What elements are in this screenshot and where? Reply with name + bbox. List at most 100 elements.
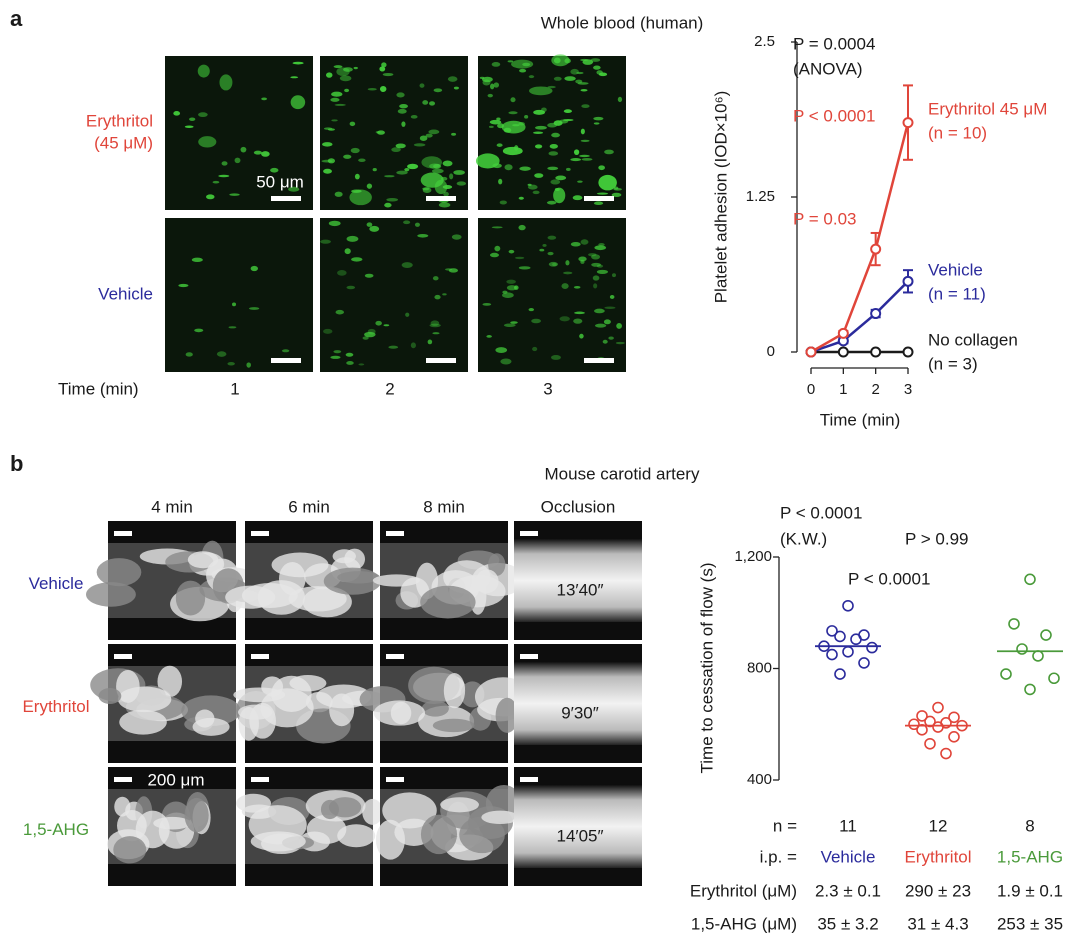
platelet-signal (344, 248, 351, 255)
platelet-signal (554, 188, 560, 191)
platelet-signal (592, 275, 600, 281)
legend-label: Erythritol 45 μM (928, 99, 1047, 118)
data-point (870, 243, 882, 255)
platelet-signal (534, 144, 543, 149)
platelet-signal (417, 234, 429, 238)
platelet-signal (489, 252, 499, 258)
platelet-signal (375, 131, 381, 134)
data-point (837, 346, 849, 358)
platelet-signal (334, 103, 346, 106)
platelet-signal (453, 86, 459, 90)
scale-bar (386, 654, 404, 659)
platelet-signal (532, 346, 538, 352)
data-point (924, 715, 936, 728)
platelet-signal (519, 68, 527, 73)
row-label: Vehicle (29, 574, 84, 593)
platelet-signal (616, 322, 622, 329)
platelet-signal (604, 306, 616, 310)
platelet-signal (611, 273, 616, 278)
platelet-signal (229, 193, 240, 196)
platelet-signal (349, 121, 356, 127)
data-point (948, 730, 960, 743)
scale-bar (114, 777, 132, 782)
panel-label: a (10, 6, 23, 31)
platelet-signal (528, 308, 534, 312)
platelet-signal (432, 276, 439, 281)
platelet-signal (580, 139, 590, 142)
platelet-signal (580, 88, 588, 92)
row-label: Erythritol (86, 111, 153, 130)
platelet-signal (596, 192, 609, 195)
platelet-signal (377, 130, 385, 135)
platelet-signal (491, 226, 503, 229)
thrombus (306, 814, 347, 844)
thrombus (175, 580, 206, 616)
series-line (810, 122, 910, 354)
table-cell: 31 ± 4.3 (907, 914, 968, 933)
platelet-signal (533, 131, 544, 134)
platelet-signal (574, 311, 585, 315)
platelet-signal (433, 163, 442, 169)
platelet-signal (451, 132, 457, 136)
annotation: P < 0.0001 (780, 503, 862, 522)
platelet-signal (198, 136, 217, 148)
platelet-signal (527, 184, 538, 190)
data-point (932, 701, 944, 714)
platelet-signal (573, 149, 580, 156)
platelet-signal (580, 128, 585, 135)
data-point (908, 718, 920, 731)
platelet-signal (379, 66, 386, 72)
platelet-signal (449, 173, 454, 180)
platelet-signal (369, 225, 380, 232)
platelet-signal (219, 74, 233, 91)
platelet-signal (577, 180, 583, 183)
platelet-signal (506, 279, 516, 284)
thrombus (236, 793, 272, 813)
platelet-signal (539, 248, 545, 252)
thrombus (114, 796, 131, 817)
table-cell: 8 (1025, 816, 1034, 835)
platelet-signal (547, 122, 558, 128)
time-label: Time (min) (58, 379, 139, 398)
platelet-signal (482, 303, 492, 306)
platelet-signal (330, 97, 340, 102)
platelet-signal (528, 75, 535, 79)
platelet-signal (343, 154, 352, 159)
y-axis-label: Platelet adhesion (IOD×10⁶) (711, 91, 730, 304)
platelet-signal (561, 283, 569, 289)
platelet-signal (438, 202, 451, 208)
scale-bar (251, 654, 269, 659)
thrombus (481, 810, 519, 825)
platelet-signal (206, 194, 215, 200)
platelet-signal (344, 88, 350, 93)
thrombus (432, 718, 475, 733)
platelet-signal (384, 202, 392, 208)
thrombus (271, 552, 329, 578)
platelet-signal (603, 319, 611, 325)
data-point (902, 275, 914, 287)
platelet-signal (456, 181, 467, 186)
platelet-signal (553, 76, 562, 81)
data-point (837, 327, 849, 339)
row-label: Erythritol (22, 697, 89, 716)
platelet-signal (593, 201, 604, 206)
platelet-signal (551, 132, 560, 138)
platelet-signal (510, 321, 518, 324)
platelet-signal (579, 333, 584, 339)
platelet-signal (576, 71, 584, 75)
thrombus (86, 582, 136, 607)
scale-bar (426, 196, 456, 201)
platelet-signal (553, 187, 566, 204)
platelet-signal (499, 200, 507, 205)
platelet-signal (575, 79, 583, 84)
platelet-signal (550, 355, 561, 360)
platelet-signal (290, 95, 306, 110)
occlusion-time: 13′40″ (556, 580, 603, 599)
thrombus (443, 673, 466, 709)
platelet-signal (333, 350, 342, 354)
platelet-signal (248, 307, 260, 310)
platelet-signal (414, 222, 420, 227)
x-tick-label: 0 (807, 381, 815, 398)
platelet-signal (491, 62, 501, 67)
